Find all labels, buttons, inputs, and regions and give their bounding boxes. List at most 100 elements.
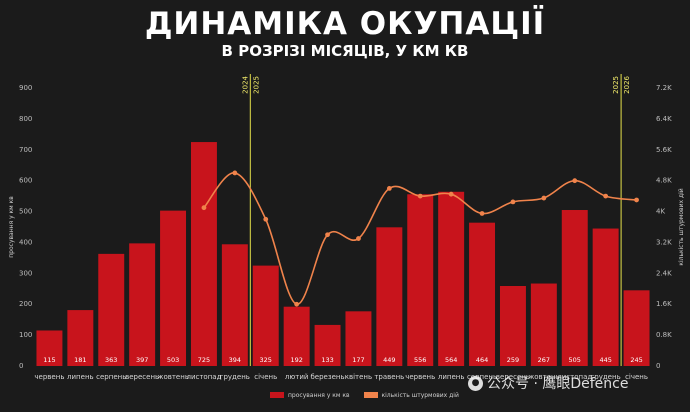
x-tick-label: серпень	[96, 373, 126, 381]
y2-tick-label: 7.2K	[656, 84, 672, 92]
bar	[469, 222, 496, 366]
bar-value-label: 464	[476, 356, 488, 364]
bar-value-label: 505	[569, 356, 581, 364]
legend-label-line: кількість штурмових дій	[381, 391, 459, 399]
bar-value-label: 325	[260, 356, 272, 364]
y-tick-label: 500	[19, 208, 32, 216]
x-tick-label: липень	[67, 373, 94, 381]
x-tick-label: жовтень	[528, 373, 560, 381]
y2-tick-label: 4.8K	[656, 177, 672, 185]
x-tick-label: жовтень	[157, 373, 189, 381]
bar-value-label: 449	[383, 356, 395, 364]
y-tick-label: 0	[19, 362, 23, 370]
y-tick-label: 600	[19, 177, 32, 185]
line-point	[479, 211, 485, 216]
bar-value-label: 445	[599, 356, 611, 364]
x-tick-label: січень	[254, 373, 277, 381]
line-point	[541, 195, 547, 201]
year-marker-left: 2024	[241, 75, 249, 93]
x-tick-label: січень	[625, 373, 648, 381]
x-tick-label: грудень	[591, 373, 621, 381]
legend-label-bars: просування у км кв	[288, 391, 350, 399]
x-tick-label: липень	[438, 373, 465, 381]
bar-value-label: 363	[105, 356, 117, 364]
x-tick-label: лютий	[285, 373, 309, 381]
bar-value-label: 564	[445, 356, 457, 364]
y2-tick-label: 6.4K	[656, 115, 672, 123]
y-tick-label: 100	[19, 331, 32, 339]
y-tick-label: 900	[19, 84, 32, 92]
y-axis-label: просування у км кв	[8, 196, 15, 258]
legend-item-line: кількість штурмових дій	[363, 391, 459, 399]
bar	[160, 210, 187, 366]
line-point	[417, 193, 423, 199]
bar-value-label: 181	[74, 356, 86, 364]
bar	[190, 142, 217, 366]
year-marker-right: 2025	[252, 76, 260, 94]
x-tick-label: грудень	[220, 373, 250, 381]
bar	[252, 265, 279, 366]
bar	[592, 228, 619, 366]
line-point	[201, 205, 207, 211]
legend: просування у км кв кількість штурмових д…	[270, 389, 459, 401]
bar	[561, 210, 588, 366]
bar-value-label: 115	[43, 356, 55, 364]
x-tick-label: квітень	[345, 373, 372, 381]
bar	[221, 244, 248, 366]
y2-tick-label: 1.6K	[656, 300, 672, 308]
bar-value-label: 245	[630, 356, 642, 364]
bar-value-label: 177	[352, 356, 364, 364]
x-tick-label: березень	[310, 373, 344, 381]
x-tick-label: листопад	[557, 373, 592, 381]
line-point	[232, 170, 238, 176]
wechat-icon: ●	[468, 375, 483, 391]
line-point	[356, 236, 361, 241]
bar-value-label: 394	[229, 356, 241, 364]
y2-tick-label: 2.4K	[656, 269, 672, 277]
y2-tick-label: 4K	[656, 208, 665, 216]
line-point	[603, 193, 609, 199]
legend-swatch-bars	[270, 392, 284, 398]
y2-tick-label: 0	[656, 362, 660, 370]
y-tick-label: 700	[19, 146, 32, 154]
bar	[345, 311, 372, 366]
bar-value-label: 556	[414, 356, 426, 364]
bar	[283, 306, 310, 366]
line-point	[448, 191, 454, 197]
line-point	[510, 199, 516, 205]
bar-value-label: 192	[290, 356, 302, 364]
bar	[314, 324, 341, 366]
legend-item-bars: просування у км кв	[270, 392, 350, 399]
bar	[98, 253, 125, 366]
y2-tick-label: 5.6K	[656, 146, 672, 154]
chart-title: ДИНАМІКА ОКУПАЦІЇ	[144, 6, 546, 42]
legend-swatch-line	[363, 392, 378, 398]
x-tick-label: серпень	[467, 373, 497, 381]
line-point	[325, 232, 330, 238]
y-tick-label: 200	[19, 300, 32, 308]
bar	[67, 310, 94, 366]
y2-axis-label: кількість штурмових дій	[678, 188, 685, 265]
line-point	[634, 197, 639, 203]
x-tick-label: червень	[34, 373, 64, 381]
x-tick-label: травень	[374, 373, 404, 381]
x-tick-label: листопад	[186, 373, 221, 381]
y-tick-label: 800	[19, 115, 32, 123]
chart-subtitle: В РОЗРІЗІ МІСЯЦІВ, У КМ КВ	[221, 42, 469, 60]
bar	[129, 243, 156, 366]
bar-value-label: 259	[507, 356, 519, 364]
y-tick-label: 300	[19, 269, 32, 277]
bar-value-label: 503	[167, 356, 179, 364]
line-point	[294, 301, 300, 307]
watermark: ● 公众号 · 鹰眼Defence	[468, 373, 628, 393]
line-point	[386, 185, 392, 191]
line-point	[572, 178, 578, 184]
x-tick-label: червень	[405, 373, 435, 381]
y2-tick-label: 3.2K	[656, 238, 672, 246]
bar	[407, 194, 434, 366]
x-tick-label: вересень	[125, 373, 159, 381]
bar	[623, 290, 650, 366]
bar	[376, 227, 403, 366]
bar-value-label: 133	[321, 356, 333, 364]
